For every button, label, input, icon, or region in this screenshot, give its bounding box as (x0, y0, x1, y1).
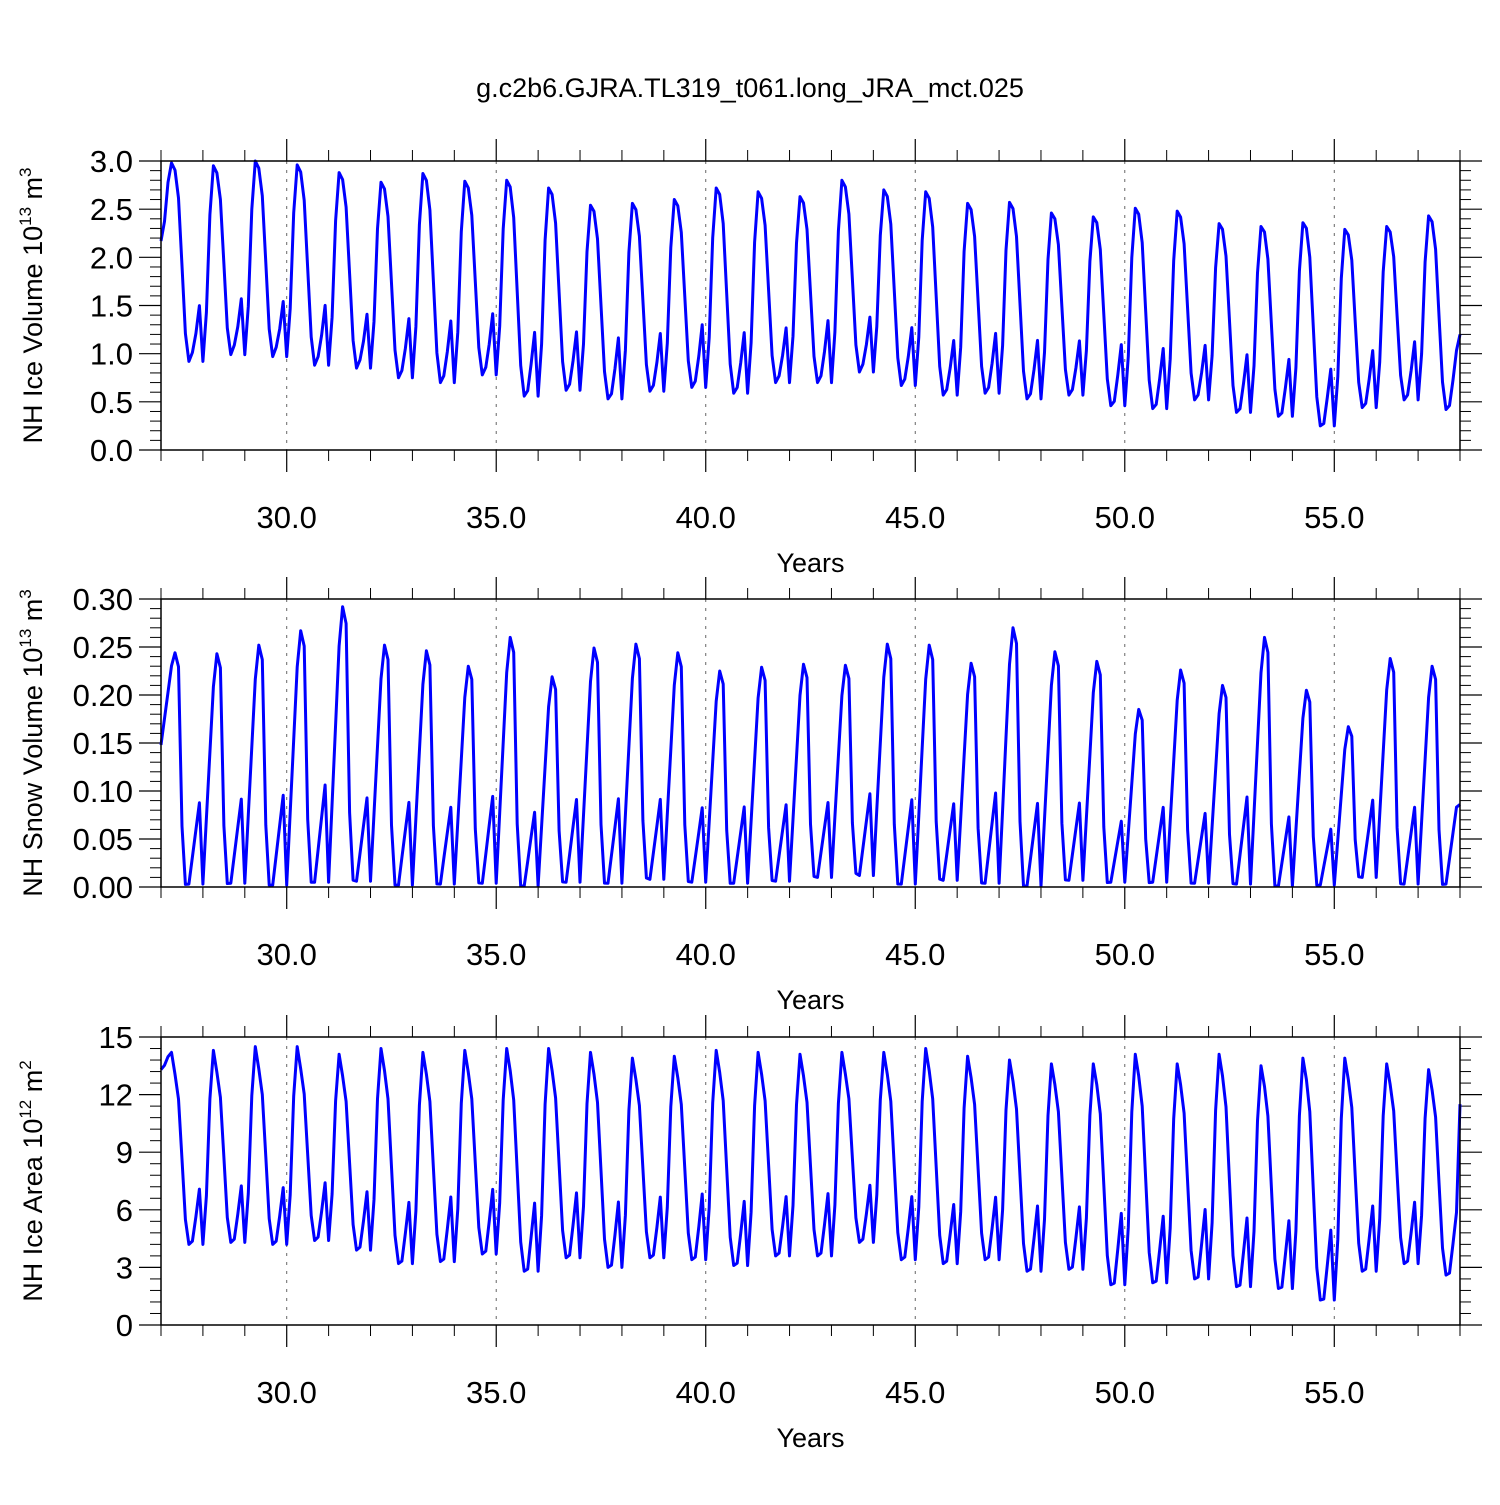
x-tick-label: 35.0 (466, 500, 526, 535)
y-tick-label: 3 (116, 1250, 133, 1285)
x-tick-label: 55.0 (1304, 1375, 1364, 1410)
plot-frame (160, 1036, 1461, 1326)
x-axis-label: Years (776, 985, 844, 1015)
y-tick-label: 0.5 (90, 385, 133, 420)
y-tick-label: 0 (116, 1308, 133, 1343)
y-tick-label: 0.20 (73, 678, 133, 713)
y-tick-label: 2.5 (90, 192, 133, 227)
plot-frame (160, 160, 1461, 451)
y-tick-label: 1.5 (90, 289, 133, 324)
y-tick-label: 0.25 (73, 630, 133, 665)
x-axis-label: Years (776, 1423, 844, 1453)
y-tick-label: 0.0 (90, 433, 133, 468)
y-tick-label: 3.0 (90, 144, 133, 179)
y-tick-label: 1.0 (90, 337, 133, 372)
x-tick-label: 45.0 (885, 1375, 945, 1410)
y-tick-label: 9 (116, 1135, 133, 1170)
y-axis-label: NH Ice Volume 1013 m3 (16, 168, 48, 444)
x-tick-label: 50.0 (1095, 1375, 1155, 1410)
x-axis-label: Years (776, 548, 844, 578)
panel-1: 30.0 35.0 40.0 45.0 50.0 55.0 0.0 0.5 1.0 1.5 2.0 2… (16, 139, 1482, 578)
y-tick-label: 0.10 (73, 774, 133, 809)
x-tick-label: 35.0 (466, 937, 526, 972)
y-tick-label: 0.15 (73, 726, 133, 761)
series-line (159, 1045, 1462, 1302)
x-tick-label: 30.0 (257, 1375, 317, 1410)
y-tick-label: 0.00 (73, 870, 133, 905)
plot-frame (160, 598, 1461, 888)
y-axis-label: NH Snow Volume 1013 m3 (16, 589, 48, 897)
x-tick-label: 40.0 (676, 500, 736, 535)
x-tick-label: 50.0 (1095, 500, 1155, 535)
y-tick-label: 0.05 (73, 822, 133, 857)
series-line (159, 605, 1461, 888)
series-line (159, 159, 1462, 428)
x-tick-label: 45.0 (885, 500, 945, 535)
x-tick-label: 40.0 (676, 1375, 736, 1410)
x-tick-label: 45.0 (885, 937, 945, 972)
x-tick-label: 40.0 (676, 937, 736, 972)
x-tick-label: 50.0 (1095, 937, 1155, 972)
y-tick-label: 0.30 (73, 582, 133, 617)
y-tick-label: 2.0 (90, 240, 133, 275)
x-tick-label: 30.0 (257, 937, 317, 972)
panel-3: 30.0 35.0 40.0 45.0 50.0 55.0 0 3 6 9 12 15 Years NH … (16, 1015, 1482, 1453)
figure-title: g.c2b6.GJRA.TL319_t061.long_JRA_mct.025 (476, 73, 1024, 103)
x-tick-label: 55.0 (1304, 937, 1364, 972)
y-axis-label: NH Ice Area 1012 m2 (16, 1060, 48, 1301)
x-tick-label: 55.0 (1304, 500, 1364, 535)
y-tick-label: 6 (116, 1193, 133, 1228)
y-tick-label: 15 (99, 1020, 133, 1055)
y-tick-label: 12 (99, 1078, 133, 1113)
x-tick-label: 35.0 (466, 1375, 526, 1410)
panel-2: 30.0 35.0 40.0 45.0 50.0 55.0 0.00 0.05 0.10 0.15… (16, 577, 1482, 1015)
x-tick-label: 30.0 (257, 500, 317, 535)
